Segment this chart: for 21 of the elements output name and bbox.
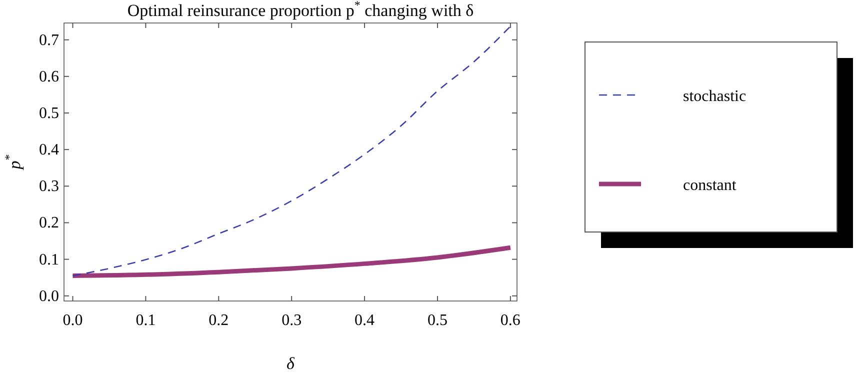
- x-tick-label: 0.5: [427, 312, 448, 329]
- x-tick-label: 0.3: [282, 312, 302, 329]
- y-tick-label: 0.5: [39, 104, 59, 122]
- text: constant: [683, 177, 737, 194]
- y-tick-label: 0.7: [39, 32, 59, 49]
- y-tick-label: 0.4: [39, 142, 59, 159]
- line-series: [72, 26, 512, 276]
- y-tick-label: 0.1: [39, 251, 59, 268]
- x-tick-label: 0.6: [500, 312, 520, 329]
- line-series: [70, 245, 513, 278]
- text: stochastic: [683, 88, 746, 105]
- x-tick-label: 0.0: [62, 312, 83, 329]
- y-tick-label: 0.2: [39, 214, 59, 232]
- x-tick-label: 0.4: [354, 312, 375, 329]
- y-tick-label: 0.0: [39, 288, 59, 305]
- x-tick-label: 0.1: [136, 312, 156, 329]
- y-tick-label: 0.3: [39, 178, 59, 196]
- y-tick-label: 0.6: [39, 68, 59, 86]
- x-tick-label: 0.2: [208, 312, 229, 329]
- chart-title: Optimal reinsurance proportion p$^{*}$ changing with δ: [127, 0, 474, 20]
- x-axis-title: δ: [286, 354, 296, 373]
